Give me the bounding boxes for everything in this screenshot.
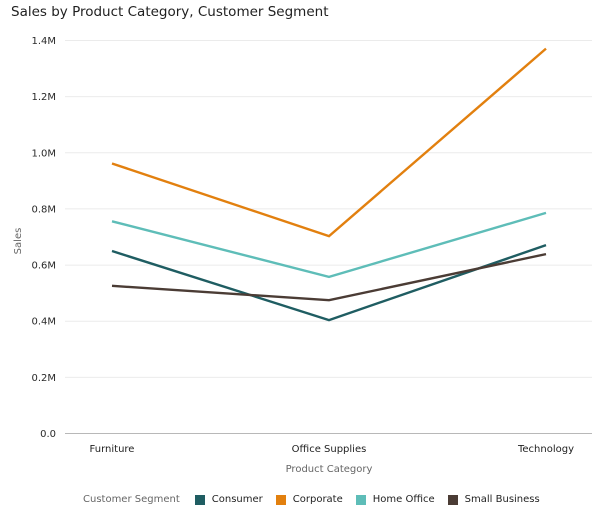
y-tick-label: 0.2M [31,373,56,384]
y-tick-label: 1.4M [31,36,56,47]
legend-items: Consumer Corporate Home Office Small Busine… [194,494,553,505]
data-point-corporate[interactable] [326,233,332,239]
data-point-home-office[interactable] [326,274,332,280]
y-tick-label: 0.8M [31,204,56,215]
data-point-small-business[interactable] [326,297,332,303]
data-point-consumer[interactable] [543,242,549,248]
legend: Customer Segment Consumer Corporate Home O… [83,494,553,505]
y-axis-ticks: 0.0 0.2M 0.4M 0.6M 0.8M 1.0M 1.2M 1.4M [31,36,56,440]
chart-title: Sales by Product Category, Customer Segm… [11,4,329,20]
legend-title: Customer Segment [83,494,180,505]
x-axis-label: Product Category [286,464,373,475]
y-tick-label: 1.2M [31,92,56,103]
legend-label: Home Office [372,494,435,505]
legend-swatch [275,494,286,505]
data-point-corporate[interactable] [543,46,549,52]
legend-swatch [194,494,205,505]
series-line-consumer[interactable] [111,244,547,322]
data-point-small-business[interactable] [543,251,549,257]
gridlines [65,40,592,434]
series-line-home-office[interactable] [111,211,547,279]
data-point-consumer[interactable] [109,248,115,254]
legend-swatch [447,494,458,505]
series-line-corporate[interactable] [111,47,547,238]
data-point-corporate[interactable] [109,160,115,166]
data-point-consumer[interactable] [326,317,332,323]
data-point-small-business[interactable] [109,283,115,289]
legend-label: Small Business [464,494,540,505]
legend-label: Consumer [211,494,263,505]
y-tick-label: 0.0 [40,429,56,440]
legend-item-corporate[interactable]: Corporate [275,494,343,505]
legend-label: Corporate [292,494,343,505]
legend-item-small-business[interactable]: Small Business [447,494,540,505]
x-axis-categories: Furniture Office Supplies Technology [90,444,575,455]
y-tick-label: 0.4M [31,317,56,328]
data-point-home-office[interactable] [543,210,549,216]
x-tick-label: Technology [517,444,574,455]
x-tick-label: Office Supplies [292,444,367,455]
y-axis-label: Sales [13,228,24,255]
data-point-home-office[interactable] [109,218,115,224]
series-lines [109,46,549,323]
series-line-small-business[interactable] [111,252,547,302]
x-tick-label: Furniture [90,444,135,455]
legend-item-home-office[interactable]: Home Office [355,494,435,505]
legend-item-consumer[interactable]: Consumer [194,494,263,505]
y-tick-label: 0.6M [31,261,56,272]
y-tick-label: 1.0M [31,148,56,159]
legend-swatch [355,494,366,505]
